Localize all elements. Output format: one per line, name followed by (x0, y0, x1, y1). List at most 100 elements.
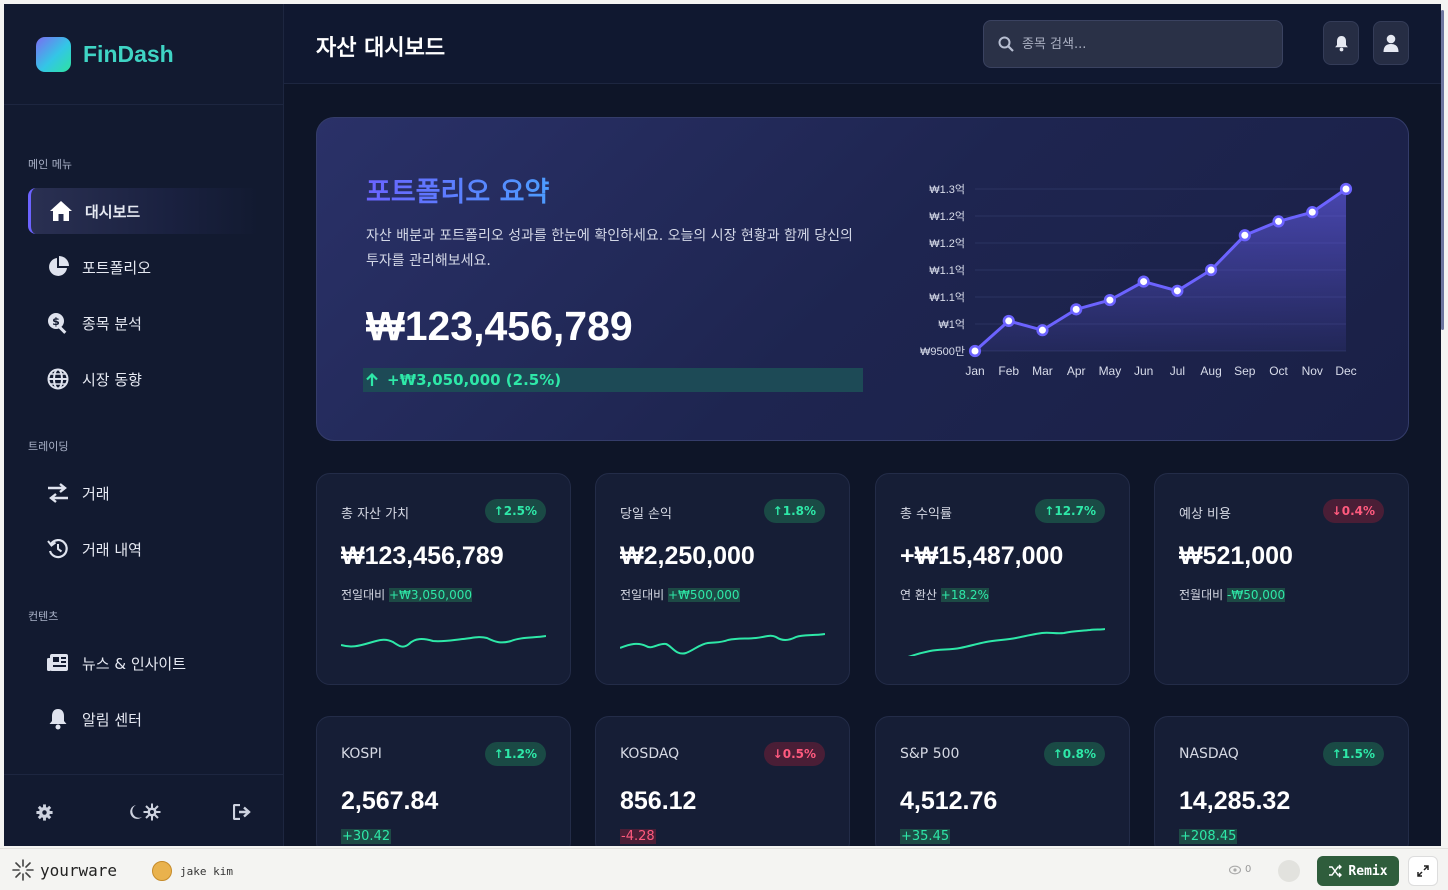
status-badge: ↓ 0.5% (763, 742, 825, 766)
status-badge: ↑ 12.7% (1035, 499, 1105, 523)
stat-sub: 전일대비 +₩500,000 (620, 586, 740, 603)
stat-value: ₩123,456,789 (341, 542, 504, 570)
data-point[interactable] (1002, 314, 1015, 328)
data-point[interactable] (1103, 293, 1117, 307)
scrollbar-thumb[interactable] (1441, 10, 1444, 330)
data-point[interactable] (1171, 284, 1184, 297)
y-tick-label: ₩1.2억 (929, 210, 965, 223)
section-title-trading: 트레이딩 (28, 440, 69, 453)
newspaper-icon (46, 651, 70, 675)
arrow-up-icon: ↑ (1331, 747, 1342, 761)
scrollbar-track[interactable] (1441, 4, 1445, 846)
view-count-value: 0 (1245, 864, 1252, 875)
logo-mark-icon (36, 37, 71, 72)
theme-toggle-button[interactable] (124, 799, 164, 825)
remix-button[interactable]: Remix (1317, 856, 1399, 886)
stat-sub: 연 환산 +18.2% (900, 586, 989, 603)
stat-sub-value: +₩500,000 (668, 588, 740, 602)
arrow-down-icon: ↓ (772, 747, 783, 761)
avatar (152, 861, 172, 881)
data-point[interactable] (1036, 324, 1049, 337)
expand-button[interactable] (1408, 856, 1438, 886)
exchange-icon (46, 481, 70, 505)
sidebar-item-alerts[interactable]: 알림 센터 (28, 696, 260, 742)
badge-value: 12.7% (1054, 504, 1096, 518)
x-tick-label: Jan (965, 364, 984, 378)
remix-label: Remix (1348, 863, 1388, 879)
page-title: 자산 대시보드 (316, 36, 446, 61)
search-box[interactable] (983, 20, 1283, 68)
profile-button[interactable] (1373, 21, 1409, 65)
sidebar-item-news[interactable]: 뉴스 & 인사이트 (28, 640, 260, 686)
bell-icon (46, 707, 70, 731)
arrow-down-icon: ↓ (1331, 504, 1342, 518)
x-tick-label: Feb (998, 364, 1019, 378)
arrow-up-icon: ↑ (493, 747, 504, 761)
sidebar-item-portfolio[interactable]: 포트폴리오 (28, 244, 260, 290)
arrow-up-icon (366, 373, 378, 386)
stat-value: ₩521,000 (1179, 542, 1293, 570)
search-icon (998, 36, 1014, 52)
sidebar-item-label: 대시보드 (85, 202, 141, 221)
stat-card-total-assets: 총 자산 가치 ↑ 2.5% ₩123,456,789 전일대비 +₩3,050,… (316, 473, 571, 685)
search-input[interactable] (1022, 36, 1262, 52)
settings-button[interactable] (29, 799, 59, 825)
data-point[interactable] (1306, 206, 1319, 219)
app-logo[interactable]: FinDash (36, 37, 174, 72)
data-point[interactable] (1339, 182, 1353, 196)
author-name: jake kim (180, 864, 233, 878)
y-tick-label: ₩1.2억 (929, 237, 965, 250)
x-tick-label: Aug (1200, 364, 1221, 378)
divider (4, 104, 284, 105)
data-point[interactable] (968, 344, 982, 358)
notifications-button[interactable] (1323, 21, 1359, 65)
stat-card-total-return: 총 수익률 ↑ 12.7% +₩15,487,000 연 환산 +18.2% (875, 473, 1130, 685)
sidebar-item-dashboard[interactable]: 대시보드 (28, 188, 260, 234)
arrow-up-icon: ↑ (493, 504, 504, 518)
search-dollar-icon: $ (46, 311, 70, 335)
globe-icon (46, 367, 70, 391)
badge-value: 0.8% (1062, 747, 1096, 761)
stat-label: 당일 손익 (620, 507, 672, 522)
stat-sub: 전월대비 -₩50,000 (1179, 586, 1286, 603)
home-icon (49, 199, 73, 223)
stat-sub-value: +₩3,050,000 (389, 588, 472, 602)
gear-icon (35, 803, 53, 821)
stat-label: 총 자산 가치 (341, 507, 410, 522)
yourware-logo[interactable]: yourware (12, 859, 117, 881)
stat-sub-value: -₩50,000 (1227, 588, 1286, 602)
index-value: 856.12 (620, 787, 697, 815)
data-point[interactable] (1204, 263, 1218, 277)
badge-value: 0.5% (782, 747, 816, 761)
sidebar-item-history[interactable]: 거래 내역 (28, 526, 260, 572)
portfolio-trend-chart: ₩9500만 ₩1억 ₩1.1억 ₩1.1억 ₩1.2억 ₩1.2억 ₩1.3억 Jan Feb… (920, 182, 1357, 378)
sidebar-item-label: 거래 (82, 484, 110, 503)
x-tick-label: Apr (1067, 364, 1086, 378)
data-point[interactable] (1137, 275, 1150, 288)
moon-sun-icon (130, 803, 161, 821)
portfolio-summary-card: 포트폴리오 요약 자산 배분과 포트폴리오 성과를 한눈에 확인하세요. 오늘의… (316, 117, 1409, 441)
data-point[interactable] (1272, 215, 1285, 228)
expand-icon (1417, 865, 1429, 877)
y-tick-label: ₩1.1억 (929, 291, 965, 304)
data-point[interactable] (1238, 229, 1251, 242)
view-count: 0 (1229, 864, 1251, 875)
app-name: FinDash (83, 41, 174, 67)
data-point[interactable] (1070, 303, 1083, 316)
stat-label: 총 수익률 (900, 507, 952, 522)
stat-sub-prefix: 전일대비 (620, 588, 665, 602)
index-change: +30.42 (341, 829, 392, 844)
badge-value: 1.5% (1341, 747, 1375, 761)
sidebar-item-market[interactable]: 시장 동향 (28, 356, 260, 402)
author[interactable]: jake kim (152, 861, 233, 881)
logout-button[interactable] (227, 799, 257, 825)
like-button[interactable] (1278, 860, 1300, 882)
sparkline (341, 635, 546, 648)
badge-value: 2.5% (503, 504, 537, 518)
sidebar-item-label: 알림 센터 (82, 710, 142, 729)
index-label: KOSDAQ (620, 746, 680, 762)
sidebar-item-analysis[interactable]: $ 종목 분석 (28, 300, 260, 346)
sidebar-item-trade[interactable]: 거래 (28, 470, 260, 516)
index-card-kosdaq: KOSDAQ ↓ 0.5% 856.12 -4.28 (595, 716, 850, 846)
user-icon (1383, 34, 1399, 52)
